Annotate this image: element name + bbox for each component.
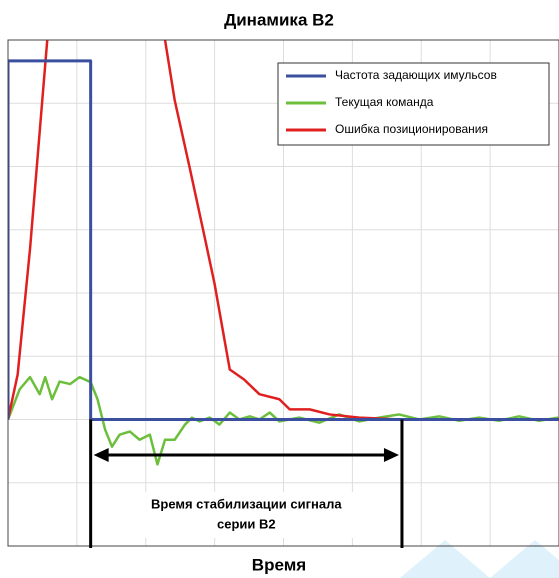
annotation-box [110, 492, 382, 538]
chart-title: Динамика В2 [224, 10, 334, 29]
annotation-text: серии В2 [217, 516, 276, 531]
annotation-text: Время стабилизации сигнала [151, 496, 342, 511]
legend-label: Частота задающих имульсов [335, 68, 497, 82]
data-line [8, 40, 559, 421]
annotation: Время стабилизации сигнала серии В2 [89, 419, 404, 548]
arrow-head [93, 448, 109, 462]
legend: Частота задающих имульсов Текущая команда… [277, 62, 550, 146]
watermark [490, 540, 559, 578]
watermark [400, 540, 490, 578]
plot-border [7, 39, 559, 547]
data-line [8, 375, 559, 466]
legend-label: Текущая команда [335, 95, 434, 109]
arrow-head [383, 448, 399, 462]
plot [8, 40, 559, 466]
x-axis-label: Время [252, 555, 306, 574]
data-line [8, 59, 559, 421]
legend-label: Ошибка позиционирования [335, 122, 488, 136]
